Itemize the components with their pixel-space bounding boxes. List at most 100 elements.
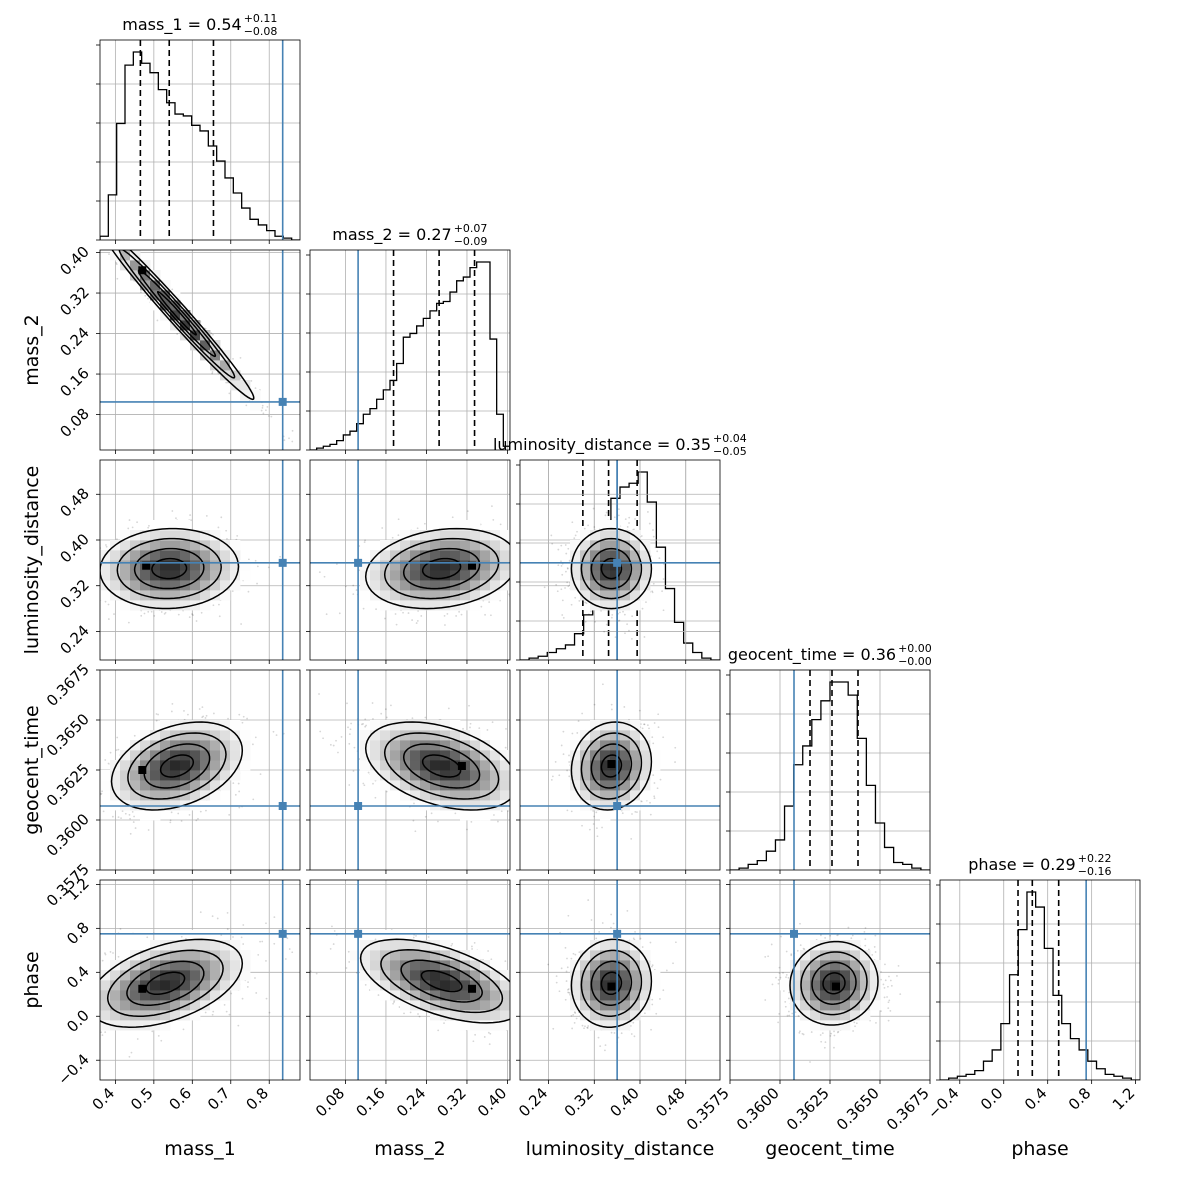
- sample-point: [115, 261, 118, 264]
- sample-point: [252, 743, 254, 746]
- density-cell: [440, 570, 451, 581]
- truth-marker: [278, 558, 287, 567]
- sample-point: [245, 404, 248, 407]
- sample-point: [125, 248, 127, 250]
- sample-point: [86, 219, 88, 221]
- density-cell: [630, 560, 641, 571]
- density-cell: [380, 550, 391, 561]
- sample-point: [198, 708, 201, 710]
- sample-point: [272, 730, 275, 733]
- sample-point: [394, 613, 397, 615]
- histogram-step: [940, 891, 1140, 1080]
- density-cell: [120, 530, 131, 541]
- sample-point: [92, 211, 94, 213]
- density-cell: [210, 560, 221, 571]
- sample-point: [115, 245, 117, 247]
- density-cell: [460, 590, 471, 601]
- sample-point: [626, 526, 629, 528]
- sample-point: [604, 514, 607, 517]
- density-cell: [370, 580, 381, 591]
- density-cell: [460, 520, 471, 531]
- density-cell: [410, 600, 421, 611]
- sample-point: [171, 702, 174, 705]
- density-cell: [210, 340, 221, 351]
- density-cell: [430, 580, 441, 591]
- sample-point: [183, 710, 185, 712]
- sample-point: [491, 505, 493, 508]
- sample-point: [514, 571, 516, 573]
- sample-point: [567, 585, 570, 588]
- sample-point: [515, 573, 517, 575]
- sample-point: [170, 710, 173, 713]
- density-cell: [440, 530, 451, 541]
- density-cell: [480, 570, 491, 581]
- sample-point: [279, 555, 282, 558]
- contour-line: [580, 537, 643, 600]
- density-cell: [130, 780, 141, 791]
- density-cell: [420, 600, 431, 611]
- density-cell: [200, 590, 211, 601]
- sample-point: [96, 232, 98, 234]
- sample-point: [283, 439, 286, 442]
- sample-point: [232, 357, 234, 360]
- sample-point: [618, 619, 621, 622]
- density-cell: [580, 580, 591, 591]
- sample-point: [150, 610, 153, 613]
- sample-point: [77, 195, 79, 197]
- truth-marker: [354, 558, 363, 567]
- density-cell: [100, 780, 111, 791]
- sample-point: [107, 762, 110, 765]
- sample-point: [587, 524, 590, 527]
- density-cell: [620, 570, 631, 581]
- sample-point: [106, 238, 108, 240]
- density-cell: [460, 530, 471, 541]
- sample-point: [195, 819, 198, 822]
- sample-point: [534, 572, 536, 574]
- sample-point: [593, 526, 596, 528]
- density-cell: [160, 560, 171, 571]
- density-cell: [380, 560, 391, 571]
- sample-point: [252, 798, 255, 801]
- density-cell: [650, 560, 661, 571]
- sample-point: [455, 615, 458, 617]
- density-cell: [220, 540, 231, 551]
- density-cell: [370, 550, 381, 561]
- density-cell: [640, 560, 651, 571]
- sample-point: [113, 240, 115, 242]
- sample-point: [561, 614, 564, 616]
- sample-point: [127, 527, 130, 530]
- density-cell: [400, 600, 411, 611]
- density-cell: [150, 560, 161, 571]
- sample-point: [103, 231, 105, 233]
- sample-point: [260, 409, 263, 412]
- sample-point: [578, 510, 580, 512]
- density-cell: [460, 540, 471, 551]
- sample-point: [160, 611, 163, 613]
- sample-point: [201, 706, 204, 709]
- density-cell: [400, 580, 411, 591]
- sample-point: [104, 226, 106, 228]
- sample-point: [93, 752, 95, 754]
- density-cell: [590, 580, 601, 591]
- sample-point: [153, 615, 156, 617]
- sample-point: [124, 247, 126, 249]
- density-cell: [210, 550, 221, 561]
- histogram-step: [730, 681, 930, 870]
- mode-marker: [138, 266, 147, 275]
- sample-point: [262, 412, 265, 415]
- sample-point: [116, 736, 119, 739]
- sample-point: [211, 371, 214, 373]
- sample-point: [95, 211, 97, 213]
- density-cell: [390, 540, 401, 551]
- density-cell: [620, 560, 631, 571]
- sample-point: [610, 616, 613, 619]
- sample-point: [238, 806, 241, 809]
- sample-point: [628, 516, 631, 519]
- sample-point: [210, 332, 213, 335]
- density-cell: [460, 580, 471, 591]
- sample-point: [605, 511, 608, 514]
- sample-point: [527, 551, 529, 553]
- sample-point: [199, 810, 202, 813]
- sample-point: [617, 508, 620, 511]
- density-cell: [390, 590, 401, 601]
